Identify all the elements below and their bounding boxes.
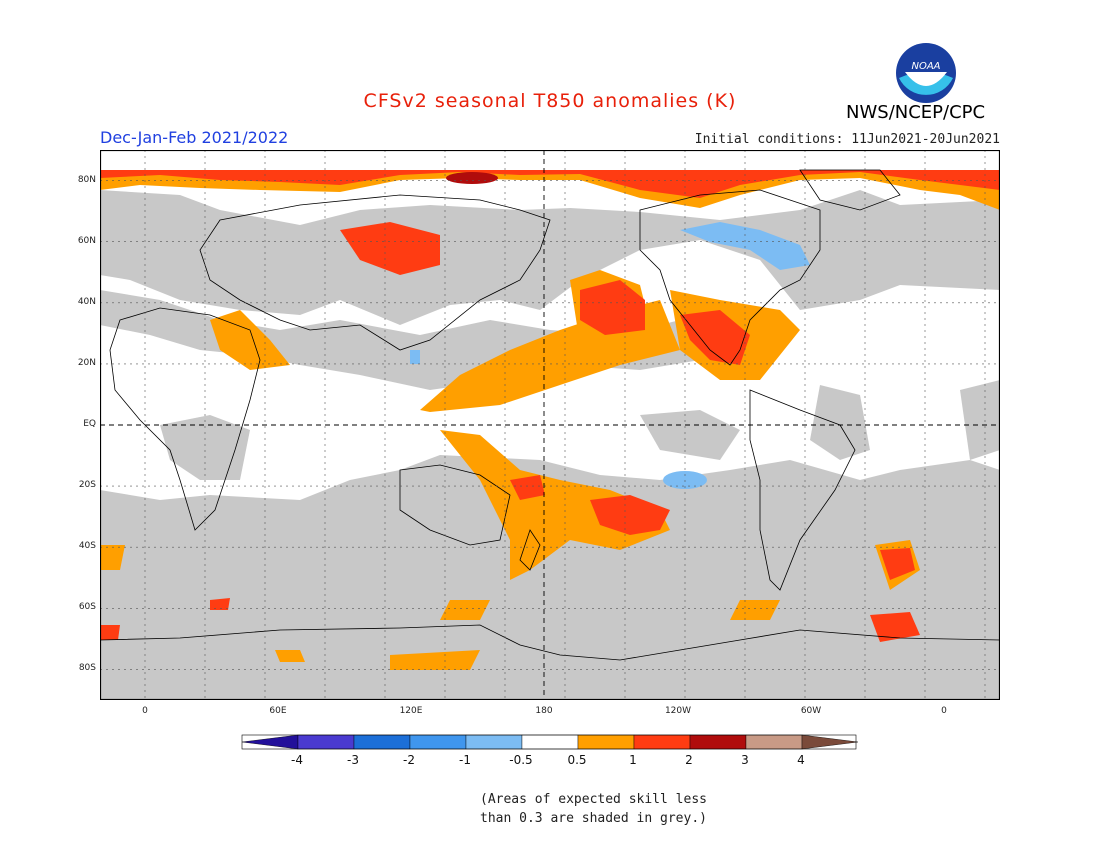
colorbar-swatch <box>409 734 467 750</box>
colorbar-label: -3 <box>347 753 359 767</box>
skill-note-line1: (Areas of expected skill less <box>480 792 707 807</box>
colorbar-label: -1 <box>459 753 471 767</box>
lon-label: 60E <box>269 706 287 716</box>
anomaly-map <box>100 150 1000 700</box>
agency-label: NWS/NCEP/CPC <box>846 102 986 123</box>
lat-label: 60N <box>77 236 96 246</box>
colorbar-swatch <box>465 734 523 750</box>
reference-lines <box>100 150 1000 700</box>
colorbar-label: 0.5 <box>567 753 587 767</box>
lat-label: 40N <box>77 297 96 307</box>
lon-label: 60W <box>800 706 822 716</box>
graticule <box>100 150 1000 700</box>
lat-label: 80S <box>78 663 96 673</box>
colorbar-label: 4 <box>797 753 805 767</box>
colorbar-label: -0.5 <box>509 753 533 767</box>
lon-label: 0 <box>941 706 947 716</box>
positive-anomaly-darkred <box>446 172 498 184</box>
colorbar-label: -4 <box>291 753 303 767</box>
colorbar-swatch <box>297 734 355 750</box>
noaa-logo-text: NOAA <box>911 61 940 72</box>
lat-label: 80N <box>77 175 96 185</box>
colorbar-swatch <box>801 734 859 750</box>
lat-label: 20S <box>78 480 96 490</box>
lat-label: 20N <box>77 358 96 368</box>
map-frame <box>100 150 1000 700</box>
colorbar-swatch <box>577 734 635 750</box>
positive-anomaly-red <box>100 170 1000 642</box>
lon-label: 120E <box>399 706 423 716</box>
lat-label: EQ <box>83 419 96 429</box>
lon-label: 180 <box>535 706 553 716</box>
colorbar-label: 2 <box>685 753 693 767</box>
noaa-logo: NOAA <box>896 43 956 103</box>
lon-label: 0 <box>142 706 148 716</box>
colorbar-swatch <box>241 734 299 750</box>
lat-label: 40S <box>78 541 96 551</box>
lon-label: 120W <box>664 706 692 716</box>
lat-label: 60S <box>78 602 96 612</box>
colorbar <box>241 734 859 750</box>
colorbar-label: 3 <box>741 753 749 767</box>
map-title: CFSv2 seasonal T850 anomalies (K) <box>363 90 737 112</box>
initial-conditions-label: Initial conditions: 11Jun2021-20Jun2021 <box>694 132 1000 147</box>
season-label: Dec-Jan-Feb 2021/2022 <box>100 128 289 147</box>
colorbar-swatch <box>353 734 411 750</box>
colorbar-swatch <box>689 734 747 750</box>
colorbar-swatch <box>633 734 691 750</box>
skill-note-line2: than 0.3 are shaded in grey.) <box>480 811 707 826</box>
colorbar-swatch <box>745 734 803 750</box>
colorbar-label: 1 <box>629 753 637 767</box>
colorbar-swatch <box>521 734 579 750</box>
colorbar-label: -2 <box>403 753 415 767</box>
coastlines <box>100 169 1000 661</box>
